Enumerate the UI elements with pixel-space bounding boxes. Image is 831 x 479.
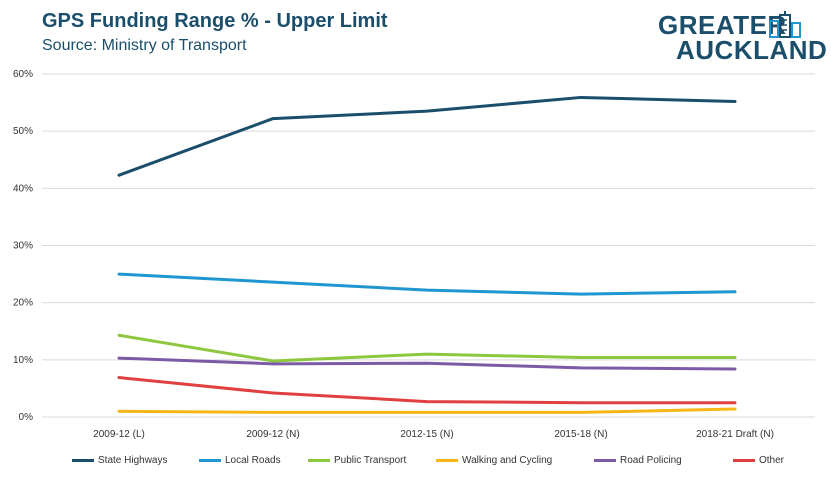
- legend-label: Other: [759, 454, 785, 466]
- legend-item: Walking and Cycling: [436, 452, 552, 468]
- y-axis-ticks: 0% 10% 20% 30% 40% 50% 60%: [13, 69, 33, 423]
- legend-label: Public Transport: [334, 454, 407, 466]
- gridlines: [42, 73, 815, 418]
- legend-label: Local Roads: [225, 454, 281, 466]
- y-tick-label: 50%: [13, 126, 33, 137]
- legend-label: Walking and Cycling: [462, 454, 553, 466]
- x-tick-label: 2009-12 (L): [93, 429, 145, 440]
- legend-swatch: [733, 458, 755, 462]
- y-tick-label: 40%: [13, 183, 33, 194]
- x-axis-ticks: 2009-12 (L) 2009-12 (N) 2012-15 (N) 2015-18…: [93, 429, 774, 440]
- legend-swatch: [72, 458, 94, 462]
- x-tick-label: 2012-15 (N): [400, 429, 453, 440]
- legend-item: Other: [733, 452, 784, 468]
- legend-label: State Highways: [98, 454, 168, 466]
- greater-auckland-logo: GREATER AUCKLAND: [658, 10, 827, 63]
- logo-word-auckland: AUCKLAND: [676, 35, 828, 65]
- legend: State Highways Local Roads Public Transpor…: [72, 452, 831, 468]
- legend-item: State Highways: [72, 452, 167, 468]
- series-line-state-highways: [117, 95, 737, 177]
- y-tick-label: 30%: [13, 241, 33, 252]
- legend-swatch: [594, 458, 616, 462]
- skyline-icon: [769, 11, 801, 38]
- legend-item: Road Policing: [594, 452, 682, 468]
- series-line-road-policing: [117, 356, 737, 371]
- chart-title: GPS Funding Range % - Upper Limit: [42, 10, 388, 32]
- series-line-other: [117, 376, 737, 405]
- y-tick-label: 10%: [13, 355, 33, 366]
- x-tick-label: 2009-12 (N): [246, 429, 299, 440]
- series-line-walking-and-cycling: [117, 407, 737, 414]
- y-tick-label: 0%: [19, 412, 34, 423]
- legend-item: Public Transport: [308, 452, 406, 468]
- legend-swatch: [308, 458, 330, 462]
- series-lines: [117, 95, 737, 414]
- legend-swatch: [199, 458, 221, 462]
- legend-item: Local Roads: [199, 452, 281, 468]
- legend-swatch: [436, 458, 458, 462]
- y-tick-label: 60%: [13, 69, 33, 80]
- series-line-local-roads: [117, 272, 737, 296]
- x-tick-label: 2015-18 (N): [554, 429, 607, 440]
- y-tick-label: 20%: [13, 298, 33, 309]
- legend-label: Road Policing: [620, 454, 682, 466]
- x-tick-label: 2018-21 Draft (N): [696, 429, 774, 440]
- logo-word-greater: GREATER: [658, 10, 787, 40]
- series-line-public-transport: [117, 333, 737, 363]
- chart-subtitle: Source: Ministry of Transport: [42, 37, 247, 54]
